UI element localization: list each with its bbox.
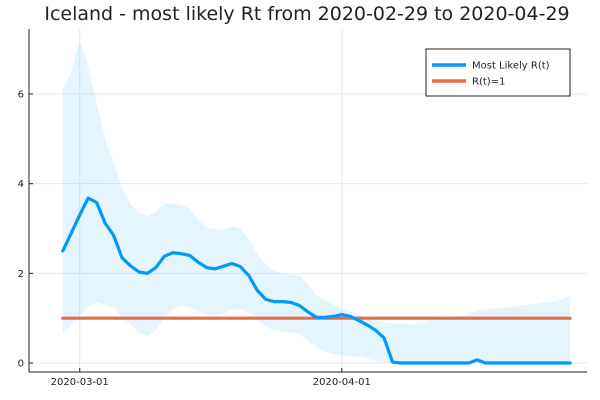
confidence-band-layer — [62, 40, 571, 364]
legend-box — [425, 48, 571, 97]
series-layer — [61, 196, 572, 365]
chart-title: Iceland - most likely Rt from 2020-02-29… — [44, 3, 569, 25]
y-tick-label-0: 0 — [18, 359, 24, 370]
legend-label-rt-one: R(t)=1 — [472, 77, 505, 88]
axes — [28, 29, 587, 373]
series-line-most-likely-rt — [61, 196, 572, 365]
y-tick-label-2: 4 — [18, 179, 24, 190]
x-tick-label-0: 2020-03-01 — [51, 377, 109, 388]
y-tick-label-1: 2 — [18, 269, 24, 280]
x-tick-label-1: 2020-04-01 — [313, 377, 371, 388]
y-tick-label-3: 6 — [18, 90, 24, 101]
legend-label-most-likely: Most Likely R(t) — [472, 61, 550, 72]
tick-labels: 0 2 4 6 2020-03-01 2020-04-01 — [18, 90, 371, 388]
legend: Most Likely R(t) R(t)=1 — [425, 48, 571, 97]
confidence-band — [62, 40, 571, 364]
